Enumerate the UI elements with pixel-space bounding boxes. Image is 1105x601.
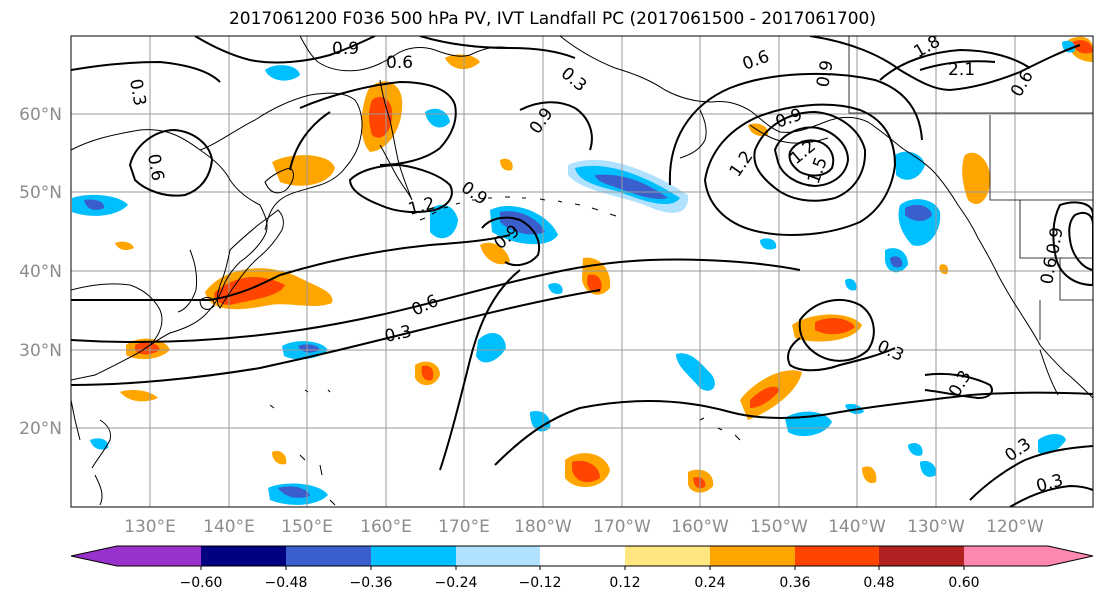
anomaly-negative <box>90 438 109 450</box>
colorbar-label: −0.24 <box>435 575 478 591</box>
anomaly-positive <box>815 318 855 335</box>
anomaly-positive <box>750 386 780 408</box>
anomaly-negative <box>1038 434 1066 455</box>
anomaly-positive <box>962 152 991 204</box>
contour-label: 0.6 <box>1037 256 1061 286</box>
colorbar-swatch <box>879 546 964 566</box>
anomaly-positive <box>587 274 602 293</box>
anomaly-negative <box>530 410 551 432</box>
anomaly-negative <box>430 204 458 239</box>
anomaly-positive <box>445 54 480 70</box>
anomaly-positive <box>862 466 877 484</box>
contour-label: 0.6 <box>143 152 167 182</box>
colorbar-label: −0.36 <box>350 575 393 591</box>
colorbar-label: −0.48 <box>265 575 308 591</box>
borders <box>848 36 1093 340</box>
colorbar: −0.60 −0.48 −0.36 −0.24 −0.12 0.12 0.24 … <box>70 545 1094 591</box>
colorbar-ticks <box>200 566 965 570</box>
anomaly-positive <box>120 390 158 402</box>
latitude-label: 50°N <box>19 183 62 203</box>
longitude-label: 130°E <box>124 517 176 537</box>
colorbar-swatch <box>625 546 710 566</box>
colorbar-swatch <box>540 546 625 566</box>
colorbar-label: 0.12 <box>609 575 640 591</box>
colorbar-swatch <box>456 546 540 566</box>
colorbar-label: 0.60 <box>948 575 979 591</box>
anomaly-negative <box>920 460 937 477</box>
colorbar-swatch <box>371 546 456 566</box>
contour-label: 0.9 <box>813 59 837 89</box>
longitude-label: 180°W <box>514 517 572 537</box>
pv-contours <box>71 36 1093 507</box>
colorbar-label: 0.36 <box>779 575 810 591</box>
colorbar-label: 0.24 <box>694 575 725 591</box>
anomaly-positive <box>421 365 434 381</box>
anomaly-positive <box>272 450 287 465</box>
longitude-label: 160°E <box>360 517 412 537</box>
map-title: 2017061200 F036 500 hPa PV, IVT Landfall… <box>228 9 876 29</box>
longitude-label: 140°E <box>203 517 255 537</box>
anomaly-negative <box>905 204 932 222</box>
colorbar-swatch <box>964 546 1093 566</box>
contour-label: 0.3 <box>125 77 149 107</box>
anomaly-positive <box>500 158 513 171</box>
anomaly-positive <box>572 460 600 483</box>
map-area: 0.9 0.6 0.3 0.9 0.6 0.3 0.9 1.2 0.9 0.6 … <box>71 36 1093 507</box>
colorbar-swatch <box>795 546 879 566</box>
anomaly-negative <box>278 486 310 498</box>
contour-label: 2.1 <box>948 60 975 80</box>
anomaly-negative <box>676 353 715 391</box>
anomaly-positive <box>939 264 949 275</box>
anomaly-negative <box>890 256 903 268</box>
colorbar-label: −0.60 <box>180 575 223 591</box>
contour-label: 0.6 <box>386 53 413 73</box>
longitude-label: 120°W <box>986 517 1044 537</box>
longitude-label: 170°W <box>593 517 651 537</box>
longitude-label: 140°W <box>828 517 886 537</box>
anomaly-positive <box>272 155 335 186</box>
anomaly-positive <box>480 242 510 265</box>
anomaly-negative <box>425 108 450 128</box>
anomaly-negative <box>595 174 668 199</box>
anomaly-positive <box>1072 40 1093 54</box>
anomaly-positive <box>214 276 285 305</box>
anomaly-negative <box>298 344 320 353</box>
anomaly-negative <box>845 278 857 291</box>
anomaly-negative <box>1062 40 1076 53</box>
anomaly-negative <box>265 65 300 81</box>
contour-label: 0.9 <box>332 39 359 59</box>
longitude-label: 160°W <box>671 517 729 537</box>
contour-label: 0.9 <box>1043 226 1067 256</box>
longitude-label: 150°E <box>281 517 333 537</box>
longitude-label: 170°E <box>438 517 490 537</box>
colorbar-swatch <box>71 546 201 566</box>
latitude-label: 20°N <box>19 419 62 439</box>
coastlines <box>71 36 1093 506</box>
anomaly-negative <box>548 282 563 295</box>
longitude-label: 130°W <box>907 517 965 537</box>
longitude-axis: 130°E 140°E 150°E 160°E 170°E 180°W 170°… <box>124 517 1044 537</box>
latitude-axis: 60°N 50°N 40°N 30°N 20°N <box>19 105 62 439</box>
latitude-label: 40°N <box>19 262 62 282</box>
longitude-label: 150°W <box>750 517 808 537</box>
anomaly-positive <box>693 477 706 489</box>
colorbar-swatch <box>710 546 795 566</box>
colorbar-label: 0.48 <box>863 575 894 591</box>
latitude-label: 60°N <box>19 105 62 125</box>
anomaly-positive <box>115 241 134 251</box>
colorbar-label: −0.12 <box>519 575 562 591</box>
anomaly-negative <box>908 443 923 456</box>
colorbar-swatch <box>286 546 371 566</box>
colorbar-outline <box>70 545 1094 567</box>
anomaly-negative <box>476 333 506 363</box>
anomaly-negative <box>84 199 105 210</box>
anomaly-negative <box>760 238 777 250</box>
latitude-label: 30°N <box>19 341 62 361</box>
colorbar-swatch <box>201 546 286 566</box>
map-frame <box>70 35 1094 508</box>
graticule <box>71 36 1093 507</box>
